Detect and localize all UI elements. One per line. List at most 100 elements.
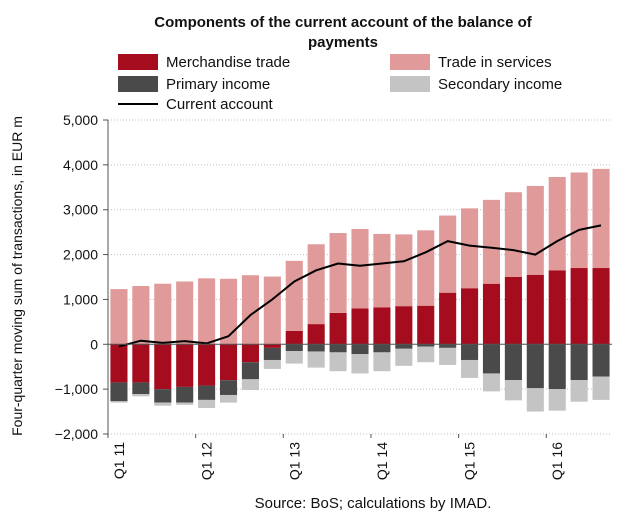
bar-trade-in-services — [329, 233, 347, 313]
line-current-account — [118, 224, 602, 348]
legend-swatch — [390, 54, 430, 70]
bar-merchandise-trade — [439, 292, 457, 345]
bar-secondary-income — [285, 351, 303, 364]
x-tick-label: Q1 13 — [286, 442, 302, 480]
bars — [110, 168, 610, 412]
bar-merchandise-trade — [263, 344, 281, 348]
bar-trade-in-services — [285, 260, 303, 331]
bar-trade-in-services — [263, 276, 281, 345]
current-account-layer — [118, 224, 602, 348]
legend-swatch — [118, 54, 158, 70]
bar-trade-in-services — [592, 168, 610, 269]
bar-trade-in-services — [482, 199, 501, 284]
bar-secondary-income — [219, 394, 238, 403]
legend-swatch — [118, 76, 158, 92]
bar-primary-income — [417, 344, 435, 347]
bar-trade-in-services — [307, 244, 325, 325]
bar-primary-income — [482, 344, 501, 374]
bar-secondary-income — [439, 347, 457, 365]
bar-merchandise-trade — [154, 344, 172, 390]
bar-primary-income — [461, 344, 479, 360]
bar-secondary-income — [198, 399, 216, 408]
x-tick-label: Q1 11 — [111, 442, 127, 479]
bar-trade-in-services — [439, 215, 457, 293]
bar-merchandise-trade — [285, 330, 303, 345]
bar-secondary-income — [110, 401, 128, 403]
bar-merchandise-trade — [504, 277, 522, 345]
bar-merchandise-trade — [373, 307, 391, 345]
bar-secondary-income — [592, 376, 610, 400]
bar-merchandise-trade — [329, 312, 347, 345]
bar-primary-income — [548, 344, 566, 390]
bar-trade-in-services — [395, 234, 413, 307]
legend-item: Trade in services — [390, 54, 552, 71]
bar-primary-income — [219, 380, 238, 395]
y-tick-label: 1,000 — [63, 291, 98, 307]
bar-secondary-income — [395, 348, 413, 366]
legend-label: Trade in services — [438, 54, 552, 71]
bar-primary-income — [110, 382, 128, 402]
y-axis: −2,000 −1,000 0 1,000 2,000 3,000 4,000 5,000 — [55, 112, 109, 442]
chart-title-line-1: Components of the current account of the… — [154, 14, 533, 31]
bar-secondary-income — [351, 354, 369, 374]
chart-title-line-2: payments — [308, 34, 378, 51]
bar-primary-income — [132, 382, 150, 395]
bar-trade-in-services — [110, 289, 128, 345]
x-tick-label: Q1 16 — [549, 442, 565, 480]
bar-primary-income — [285, 344, 303, 352]
bar-secondary-income — [132, 394, 150, 397]
bar-merchandise-trade — [132, 344, 150, 383]
bar-primary-income — [176, 386, 194, 403]
bar-trade-in-services — [219, 278, 238, 345]
legend-swatch — [390, 76, 430, 92]
source-note: Source: BoS; calculations by IMAD. — [255, 495, 492, 512]
bar-trade-in-services — [548, 176, 566, 271]
legend-label: Secondary income — [438, 76, 562, 93]
bar-primary-income — [439, 344, 457, 348]
bar-primary-income — [154, 389, 172, 403]
bar-primary-income — [570, 344, 588, 381]
bar-merchandise-trade — [110, 344, 128, 383]
bar-trade-in-services — [373, 233, 391, 308]
bar-primary-income — [351, 344, 369, 355]
bar-merchandise-trade — [351, 308, 369, 345]
bar-trade-in-services — [198, 278, 216, 345]
bar-trade-in-services — [241, 275, 259, 345]
y-axis-label: Four-quarter moving sum of transactions,… — [9, 116, 25, 436]
y-tick-label: 5,000 — [63, 112, 98, 128]
bar-merchandise-trade — [219, 344, 238, 381]
x-tick-label: Q1 12 — [199, 442, 215, 480]
y-tick-label: −2,000 — [55, 426, 98, 442]
bar-merchandise-trade — [176, 344, 194, 387]
bar-merchandise-trade — [461, 288, 479, 345]
bar-merchandise-trade — [570, 268, 588, 345]
bar-merchandise-trade — [198, 344, 216, 386]
x-tick-label: Q1 14 — [374, 442, 390, 480]
x-axis: Q1 11 Q1 12 Q1 13 Q1 14 Q1 15 Q1 16 — [107, 343, 612, 480]
y-tick-label: −1,000 — [55, 381, 98, 397]
y-tick-label: 4,000 — [63, 157, 98, 173]
bar-primary-income — [592, 344, 610, 377]
bar-primary-income — [241, 362, 259, 380]
y-tick-label: 2,000 — [63, 247, 98, 263]
legend-item: Secondary income — [390, 76, 562, 93]
bar-trade-in-services — [154, 283, 172, 345]
legend-label: Merchandise trade — [166, 54, 290, 71]
bar-secondary-income — [570, 380, 588, 402]
bar-primary-income — [395, 344, 413, 349]
bar-trade-in-services — [176, 281, 194, 345]
bar-secondary-income — [417, 346, 435, 363]
bar-secondary-income — [307, 351, 325, 368]
bar-secondary-income — [548, 389, 566, 411]
legend: Merchandise trade Trade in services Primar… — [118, 54, 562, 113]
bar-primary-income — [263, 347, 281, 360]
bar-secondary-income — [373, 352, 391, 372]
legend-item: Primary income — [118, 76, 270, 93]
bar-merchandise-trade — [526, 274, 544, 345]
bar-trade-in-services — [351, 229, 369, 309]
y-tick-label: 0 — [90, 336, 98, 352]
bar-trade-in-services — [132, 285, 150, 345]
bar-trade-in-services — [417, 230, 435, 306]
bar-primary-income — [504, 344, 522, 381]
